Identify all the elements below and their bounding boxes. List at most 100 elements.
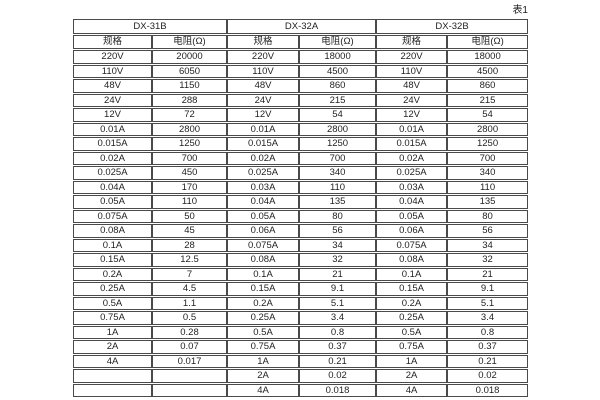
cell: 1250 (447, 137, 529, 151)
cell: 0.15A (227, 282, 300, 296)
cell: 80 (299, 209, 377, 223)
cell: 0.2A (227, 296, 300, 310)
cell: 0.25A (376, 311, 448, 325)
cell: 220V (376, 50, 448, 64)
table-row: 0.05A 110 0.04A 135 0.04A 135 (73, 195, 529, 209)
group-header-dx32b: DX-32B (376, 19, 529, 34)
cell: 4A (227, 383, 300, 397)
cell: 12V (73, 108, 152, 122)
cell: 340 (447, 166, 529, 180)
cell: 20000 (152, 50, 228, 64)
cell: 0.02A (376, 151, 448, 165)
cell: 0.05A (227, 209, 300, 223)
cell: 2A (227, 369, 300, 383)
cell: 34 (299, 238, 377, 252)
cell: 5.1 (299, 296, 377, 310)
cell: 2800 (299, 122, 377, 136)
cell: 9.1 (299, 282, 377, 296)
cell: 48V (73, 79, 152, 93)
cell: 56 (299, 224, 377, 238)
cell: 4.5 (152, 282, 228, 296)
cell: 24V (73, 93, 152, 107)
cell: 0.03A (227, 180, 300, 194)
cell: 0.28 (152, 325, 228, 339)
cell: 288 (152, 93, 228, 107)
table-row: 0.025A 450 0.025A 340 0.025A 340 (73, 166, 529, 180)
cell: 0.37 (299, 340, 377, 354)
table-row: 48V 1150 48V 860 48V 860 (73, 79, 529, 93)
cell (73, 383, 152, 397)
cell: 21 (447, 267, 529, 281)
group-header-row: DX-31B DX-32A DX-32B (73, 19, 529, 34)
cell: 0.08A (73, 224, 152, 238)
cell: 0.75A (73, 311, 152, 325)
cell: 110V (227, 64, 300, 78)
table-row: 0.075A 50 0.05A 80 0.05A 80 (73, 209, 529, 223)
group-header-dx31b: DX-31B (73, 19, 228, 34)
cell: 0.02 (299, 369, 377, 383)
cell: 1250 (299, 137, 377, 151)
cell: 0.03A (376, 180, 448, 194)
cell (152, 369, 228, 383)
cell: 3.4 (299, 311, 377, 325)
cell: 12V (227, 108, 300, 122)
table-row: 12V 72 12V 54 12V 54 (73, 108, 529, 122)
cell: 0.075A (73, 209, 152, 223)
cell: 28 (152, 238, 228, 252)
cell: 110V (73, 64, 152, 78)
cell: 0.02A (227, 151, 300, 165)
cell: 0.01A (73, 122, 152, 136)
cell: 0.1A (73, 238, 152, 252)
table-row: 0.5A 1.1 0.2A 5.1 0.2A 5.1 (73, 296, 529, 310)
cell: 0.04A (73, 180, 152, 194)
cell: 18000 (299, 50, 377, 64)
cell: 45 (152, 224, 228, 238)
table-body: 220V 20000 220V 18000 220V 18000 110V 6050 110V 4… (73, 50, 529, 397)
cell: 0.37 (447, 340, 529, 354)
cell: 80 (447, 209, 529, 223)
cell: 1150 (152, 79, 228, 93)
cell: 4A (376, 383, 448, 397)
table-row: 2A 0.02 2A 0.02 (73, 369, 529, 383)
cell: 54 (299, 108, 377, 122)
cell: 0.05A (73, 195, 152, 209)
cell: 700 (152, 151, 228, 165)
cell: 5.1 (447, 296, 529, 310)
cell: 0.04A (227, 195, 300, 209)
cell: 0.2A (73, 267, 152, 281)
table-row: 4A 0.017 1A 0.21 1A 0.21 (73, 354, 529, 368)
cell: 0.21 (447, 354, 529, 368)
cell: 860 (299, 79, 377, 93)
cell: 7 (152, 267, 228, 281)
col-header-spec: 规格 (227, 35, 300, 49)
cell: 1A (73, 325, 152, 339)
cell: 0.8 (299, 325, 377, 339)
cell: 34 (447, 238, 529, 252)
cell: 1A (227, 354, 300, 368)
cell: 0.5A (73, 296, 152, 310)
table-row: 4A 0.018 4A 0.018 (73, 383, 529, 397)
cell: 0.06A (227, 224, 300, 238)
column-header-row: 规格 电阻(Ω) 规格 电阻(Ω) 规格 电阻(Ω) (73, 35, 529, 49)
cell: 700 (299, 151, 377, 165)
cell: 110 (152, 195, 228, 209)
cell: 2800 (447, 122, 529, 136)
cell: 0.5A (376, 325, 448, 339)
cell: 2800 (152, 122, 228, 136)
cell: 24V (376, 93, 448, 107)
cell: 50 (152, 209, 228, 223)
cell: 56 (447, 224, 529, 238)
cell: 0.5A (227, 325, 300, 339)
cell: 0.8 (447, 325, 529, 339)
cell: 860 (447, 79, 529, 93)
table-row: 220V 20000 220V 18000 220V 18000 (73, 50, 529, 64)
cell: 0.08A (376, 253, 448, 267)
cell: 215 (447, 93, 529, 107)
cell: 18000 (447, 50, 529, 64)
group-header-dx32a: DX-32A (227, 19, 377, 34)
cell: 0.25A (227, 311, 300, 325)
cell: 0.25A (73, 282, 152, 296)
cell: 135 (299, 195, 377, 209)
table-row: 24V 288 24V 215 24V 215 (73, 93, 529, 107)
